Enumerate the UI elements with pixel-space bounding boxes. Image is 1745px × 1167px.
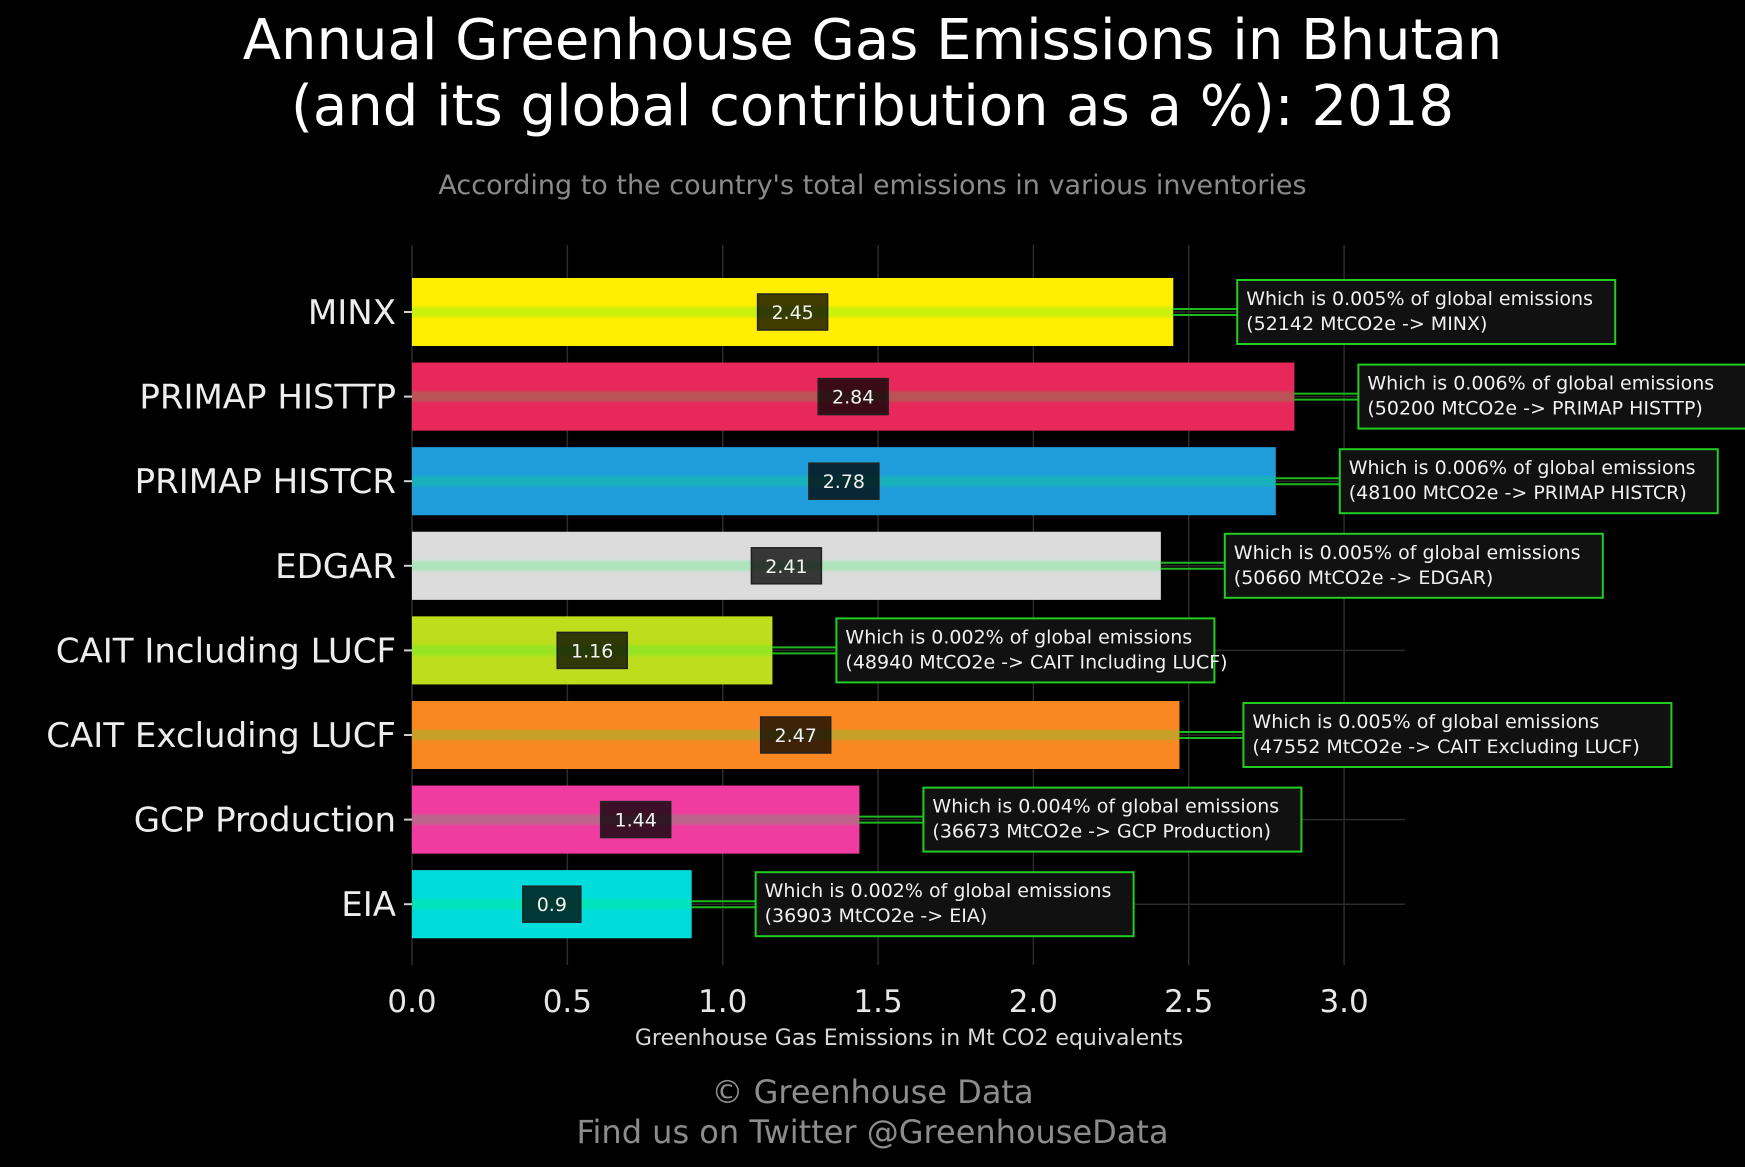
x-tick-labels: 0.0 0.5 1.0 1.5 2.0 2.5 3.0 bbox=[387, 984, 1368, 1020]
data-label: 2.84 bbox=[832, 387, 874, 409]
grid-lines bbox=[411, 245, 1405, 965]
annotation-box bbox=[1236, 279, 1617, 345]
x-tick-label: 1.0 bbox=[698, 984, 747, 1020]
value-label-box bbox=[556, 631, 628, 670]
annotation-text: (36903 MtCO2e -> EIA) bbox=[765, 905, 988, 927]
x-axis-label: Greenhouse Gas Emissions in Mt CO2 equiv… bbox=[634, 1026, 1184, 1051]
value-label-box bbox=[522, 885, 582, 923]
annotation-text: Which is 0.006% of global emissions bbox=[1349, 457, 1696, 479]
title-line-2: (and its global contribution as a %): 20… bbox=[291, 74, 1454, 139]
annotation-text: (50200 MtCO2e -> PRIMAP HISTTP) bbox=[1367, 398, 1702, 420]
data-label: 2.78 bbox=[823, 471, 865, 493]
x-tick-label: 0.5 bbox=[543, 984, 592, 1020]
value-label-box bbox=[808, 462, 880, 500]
y-tick-label: GCP Production bbox=[134, 801, 396, 841]
data-label: 1.16 bbox=[571, 640, 613, 662]
y-tick-label: MINX bbox=[308, 293, 396, 333]
annotation-text: (36673 MtCO2e -> GCP Production) bbox=[932, 821, 1271, 843]
annotation-box bbox=[835, 617, 1216, 684]
annotation-text: (48100 MtCO2e -> PRIMAP HISTCR) bbox=[1349, 482, 1687, 504]
x-tick-label: 0.0 bbox=[387, 984, 436, 1020]
value-label-box bbox=[750, 547, 823, 585]
x-tick-label: 3.0 bbox=[1319, 984, 1368, 1020]
y-tick-label: PRIMAP HISTCR bbox=[135, 462, 396, 502]
x-tick-label: 2.0 bbox=[1009, 984, 1058, 1020]
y-tick-labels: MINX PRIMAP HISTTP PRIMAP HISTCR EDGAR CAIT … bbox=[46, 293, 412, 925]
annotation-text: Which is 0.005% of global emissions bbox=[1252, 711, 1599, 733]
data-label: 2.45 bbox=[771, 302, 813, 324]
y-tick-label: PRIMAP HISTTP bbox=[139, 378, 396, 418]
y-tick-label: EIA bbox=[341, 885, 396, 925]
data-label: 2.41 bbox=[765, 556, 807, 578]
annotation-text: Which is 0.005% of global emissions bbox=[1234, 542, 1581, 564]
annotation-text: (48940 MtCO2e -> CAIT Including LUCF) bbox=[845, 651, 1227, 673]
value-label-box bbox=[756, 293, 829, 331]
annotation-box bbox=[754, 871, 1135, 938]
annotation-text: Which is 0.004% of global emissions bbox=[932, 796, 1279, 818]
annotation-box bbox=[1242, 702, 1673, 768]
data-label: 0.9 bbox=[537, 894, 567, 916]
annotation-box bbox=[922, 786, 1303, 853]
value-label-box bbox=[817, 377, 889, 416]
data-label: 1.44 bbox=[615, 810, 657, 832]
annotation-text: (50660 MtCO2e -> EDGAR) bbox=[1234, 567, 1494, 589]
x-tick-label: 2.5 bbox=[1164, 984, 1213, 1020]
bars: 2.45 2.84 2.78 2.41 1.16 2.47 1.44 0.9 bbox=[412, 278, 1295, 939]
y-tick-label: CAIT Excluding LUCF bbox=[46, 716, 396, 756]
y-tick-label: EDGAR bbox=[275, 547, 396, 587]
y-tick-label: CAIT Including LUCF bbox=[56, 631, 396, 671]
x-tick-label: 1.5 bbox=[853, 984, 902, 1020]
title-line-1: Annual Greenhouse Gas Emissions in Bhuta… bbox=[242, 8, 1503, 73]
annotation-text: (52142 MtCO2e -> MINX) bbox=[1246, 313, 1487, 335]
annotation-text: Which is 0.005% of global emissions bbox=[1246, 288, 1593, 310]
annotation-box bbox=[1338, 448, 1719, 515]
credit-line: © Greenhouse Data bbox=[711, 1073, 1034, 1111]
annotation-text: Which is 0.002% of global emissions bbox=[845, 626, 1192, 648]
annotation-box bbox=[1223, 532, 1604, 599]
annotation-box bbox=[1357, 363, 1745, 430]
chart-title: Annual Greenhouse Gas Emissions in Bhuta… bbox=[0, 8, 1745, 140]
annotation-text: Which is 0.006% of global emissions bbox=[1367, 373, 1714, 395]
annotation-text: (47552 MtCO2e -> CAIT Excluding LUCF) bbox=[1252, 736, 1639, 758]
annotations: Which is 0.005% of global emissions (5214… bbox=[691, 279, 1745, 938]
chart-subtitle: According to the country's total emissio… bbox=[438, 170, 1307, 201]
value-label-box bbox=[759, 716, 832, 754]
twitter-line: Find us on Twitter @GreenhouseData bbox=[576, 1113, 1169, 1151]
value-label-box bbox=[599, 800, 672, 839]
annotation-text: Which is 0.002% of global emissions bbox=[765, 880, 1112, 902]
data-label: 2.47 bbox=[775, 725, 817, 747]
